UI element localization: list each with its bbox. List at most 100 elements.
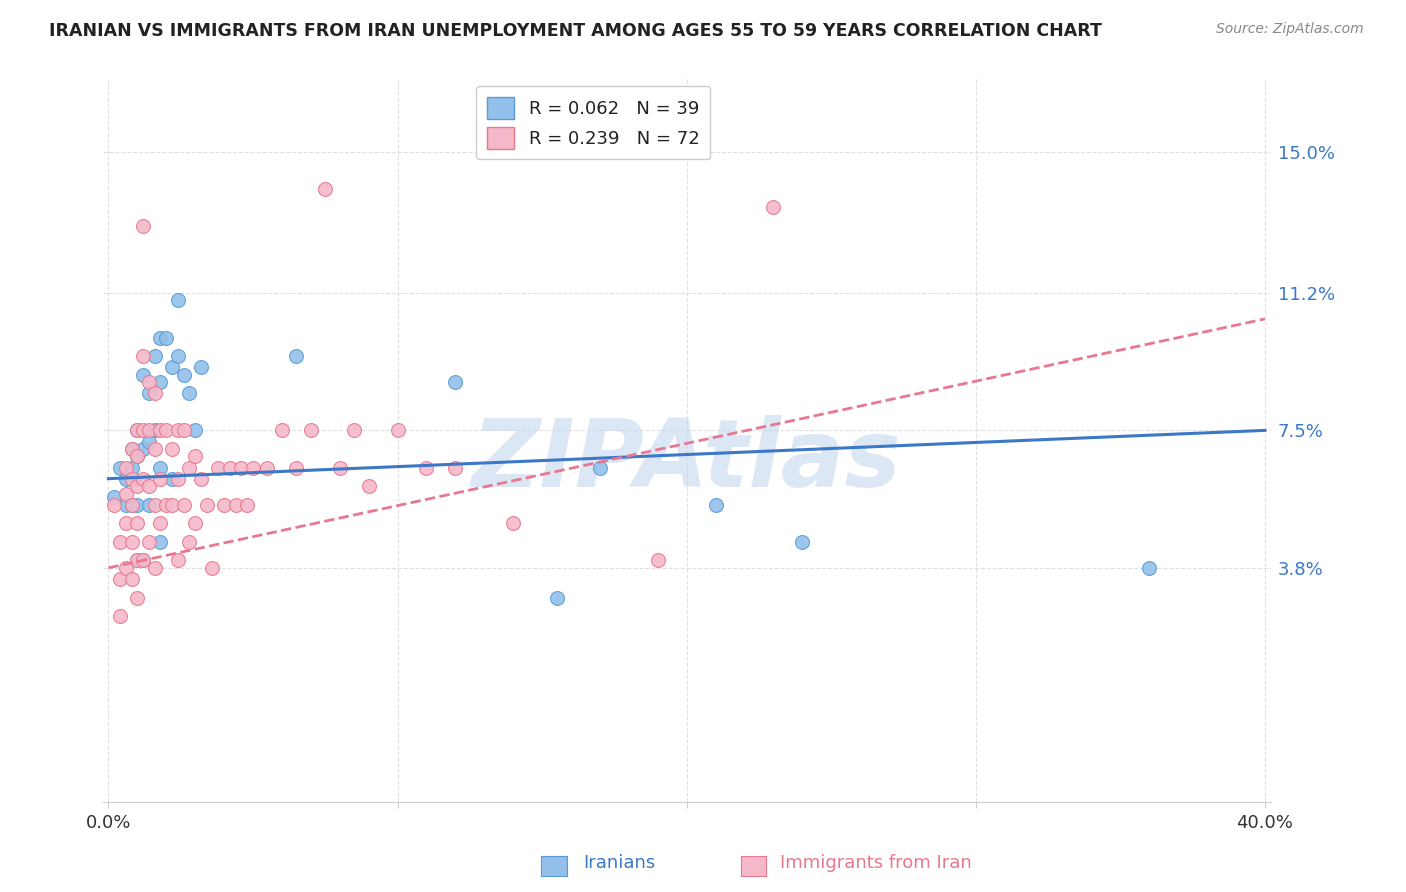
Point bbox=[121, 442, 143, 456]
Point bbox=[190, 472, 212, 486]
Point bbox=[132, 349, 155, 363]
Point bbox=[173, 368, 195, 382]
Point bbox=[138, 479, 160, 493]
Point bbox=[121, 498, 143, 512]
Point bbox=[127, 498, 149, 512]
Point bbox=[160, 360, 183, 375]
Point bbox=[143, 423, 166, 437]
Point bbox=[242, 460, 264, 475]
Point bbox=[225, 498, 247, 512]
Point bbox=[285, 349, 308, 363]
Point bbox=[127, 423, 149, 437]
Point bbox=[138, 375, 160, 389]
Point bbox=[132, 553, 155, 567]
Point bbox=[108, 572, 131, 586]
Text: ZIPAtlas: ZIPAtlas bbox=[472, 416, 901, 508]
Point bbox=[127, 516, 149, 531]
Point bbox=[387, 423, 409, 437]
Point bbox=[149, 516, 172, 531]
Point bbox=[212, 498, 235, 512]
Point bbox=[179, 534, 201, 549]
Point bbox=[149, 423, 172, 437]
Point bbox=[132, 368, 155, 382]
Point bbox=[132, 472, 155, 486]
Point bbox=[138, 434, 160, 449]
Point bbox=[299, 423, 322, 437]
Point bbox=[127, 423, 149, 437]
Point bbox=[143, 349, 166, 363]
Point bbox=[160, 442, 183, 456]
Point bbox=[160, 472, 183, 486]
Point bbox=[149, 460, 172, 475]
Point bbox=[184, 516, 207, 531]
Point bbox=[149, 330, 172, 344]
Point bbox=[173, 498, 195, 512]
Point bbox=[149, 375, 172, 389]
Point bbox=[173, 423, 195, 437]
Point bbox=[166, 293, 188, 308]
Text: Source: ZipAtlas.com: Source: ZipAtlas.com bbox=[1216, 22, 1364, 37]
Point bbox=[207, 460, 229, 475]
Point bbox=[231, 460, 253, 475]
Point bbox=[143, 442, 166, 456]
Point bbox=[132, 219, 155, 233]
Point bbox=[179, 460, 201, 475]
Point bbox=[444, 375, 467, 389]
Point bbox=[179, 386, 201, 401]
Point bbox=[143, 498, 166, 512]
Text: IRANIAN VS IMMIGRANTS FROM IRAN UNEMPLOYMENT AMONG AGES 55 TO 59 YEARS CORRELATI: IRANIAN VS IMMIGRANTS FROM IRAN UNEMPLOY… bbox=[49, 22, 1102, 40]
Point bbox=[285, 460, 308, 475]
Point bbox=[132, 442, 155, 456]
Point bbox=[138, 423, 160, 437]
Point bbox=[127, 479, 149, 493]
Point bbox=[149, 534, 172, 549]
Point bbox=[108, 460, 131, 475]
Point bbox=[149, 472, 172, 486]
Point bbox=[1137, 561, 1160, 575]
Point bbox=[647, 553, 669, 567]
Point bbox=[121, 534, 143, 549]
Point bbox=[166, 553, 188, 567]
Point bbox=[121, 498, 143, 512]
Point bbox=[502, 516, 524, 531]
Point bbox=[444, 460, 467, 475]
Point bbox=[792, 534, 814, 549]
Point bbox=[143, 386, 166, 401]
Point bbox=[121, 572, 143, 586]
Point bbox=[704, 498, 727, 512]
Point bbox=[236, 498, 259, 512]
Point bbox=[127, 450, 149, 464]
Point bbox=[218, 460, 240, 475]
Point bbox=[132, 423, 155, 437]
Point bbox=[155, 498, 177, 512]
Point bbox=[108, 534, 131, 549]
Point bbox=[190, 360, 212, 375]
Point bbox=[329, 460, 352, 475]
Point bbox=[108, 609, 131, 624]
Point bbox=[184, 450, 207, 464]
Legend: R = 0.062   N = 39, R = 0.239   N = 72: R = 0.062 N = 39, R = 0.239 N = 72 bbox=[477, 87, 710, 160]
Point bbox=[114, 516, 136, 531]
Point bbox=[762, 201, 785, 215]
Point bbox=[589, 460, 612, 475]
Point bbox=[314, 182, 336, 196]
Point bbox=[343, 423, 366, 437]
Point bbox=[127, 553, 149, 567]
Point bbox=[114, 472, 136, 486]
Point bbox=[138, 386, 160, 401]
Point bbox=[256, 460, 278, 475]
Point bbox=[155, 330, 177, 344]
Point bbox=[195, 498, 218, 512]
Point bbox=[121, 442, 143, 456]
Point bbox=[546, 591, 568, 605]
Point bbox=[138, 534, 160, 549]
Point bbox=[138, 498, 160, 512]
Point bbox=[132, 553, 155, 567]
Point bbox=[166, 423, 188, 437]
Point bbox=[155, 423, 177, 437]
Point bbox=[166, 472, 188, 486]
Point bbox=[160, 498, 183, 512]
Point bbox=[270, 423, 292, 437]
Point bbox=[166, 349, 188, 363]
Point bbox=[121, 472, 143, 486]
